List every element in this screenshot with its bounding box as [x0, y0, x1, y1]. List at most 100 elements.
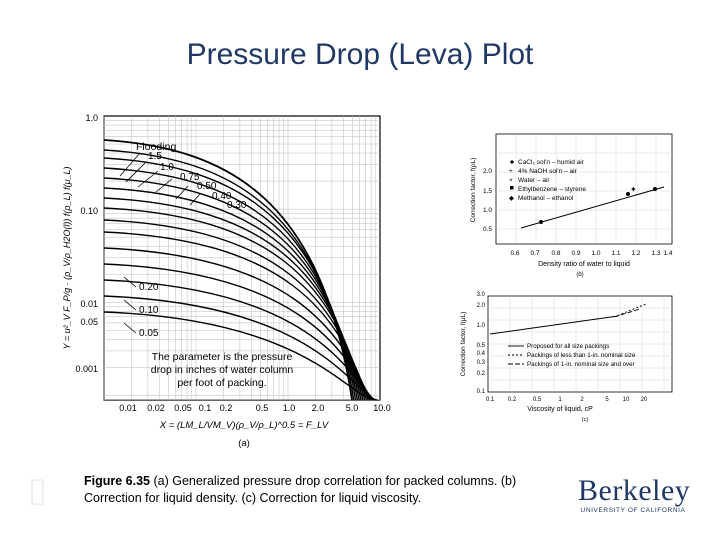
b-xtick-9: 1.4 [663, 250, 672, 257]
a-x-axis-label: X = (LM_L/VM_V)(ρ_V/ρ_L)^0.5 = F_LV [159, 420, 330, 431]
b-ytick-3: 1.0 [483, 207, 492, 214]
c-y-axis-label: Correction factor, f(μL) [460, 312, 467, 377]
a-curve-label-3: 0.75 [180, 172, 200, 183]
slide-title: Pressure Drop (Leva) Plot [186, 38, 534, 71]
a-note-line-2: drop in inches of water column [151, 364, 294, 376]
a-xtick-3: 0.05 [174, 403, 192, 413]
c-xtick-8: 20 [641, 397, 648, 403]
b-x-axis-label: Density ratio of water to liquid [538, 261, 630, 268]
c-panel-label: (c) [582, 417, 589, 423]
panel-b-frame [495, 133, 673, 245]
c-legend-3: Packings of 1-in. nominal size and over [527, 361, 635, 368]
c-xtick-6: 5 [605, 397, 609, 403]
a-note-line-3: per foot of packing. [177, 377, 266, 389]
a-curve-label-9: 0.05 [139, 328, 159, 339]
a-xtick-8: 2.0 [312, 403, 325, 413]
c-xtick-1: 0.1 [486, 397, 495, 403]
pressure-drop-curve [103, 311, 378, 401]
a-panel-label: (a) [238, 438, 250, 449]
panel-c: 3.0 2.0 1.0 0.5 0.4 0.3 0.2 0.1 0.1 0.2 … [460, 292, 673, 423]
c-ytick-3: 1.0 [477, 323, 486, 329]
c-legend-2: Packings of less than 1-in. nominal size [527, 352, 636, 359]
b-ytick-2: 1.5 [483, 188, 492, 195]
b-fit-line [520, 186, 665, 229]
a-flooding-label: Flooding [136, 141, 176, 153]
logo-subtitle: UNIVERSITY OF CALIFORNIA [580, 507, 686, 514]
b-xtick-2: 0.7 [530, 250, 539, 257]
b-data-point [539, 220, 543, 224]
b-legend-1: CaCl₂ sol'n – humid air [518, 159, 585, 166]
berkeley-logo: Berkeley UNIVERSITY OF CALIFORNIA [578, 474, 691, 515]
a-xtick-5: 0.2 [220, 403, 233, 413]
c-ytick-4: 0.5 [477, 343, 486, 349]
a-curve-label-6: 0.30 [227, 200, 247, 211]
figure-caption: Figure 6.35 (a) Generalized pressure dro… [84, 473, 564, 507]
b-legend-marker-4 [510, 186, 514, 190]
b-y-axis-label: Correction factor, f(ρL) [470, 158, 477, 223]
b-panel-label: (b) [576, 272, 583, 278]
figure-caption-text: (a) Generalized pressure drop correlatio… [84, 474, 517, 505]
b-legend-2: 4% NaOH sol'n – air [518, 168, 578, 175]
a-note-line-1: The parameter is the pressure [152, 351, 293, 363]
c-ytick-8: 0.1 [477, 389, 486, 395]
a-curve-label-4: 0.50 [197, 181, 217, 192]
b-ytick-4: 0.5 [483, 226, 492, 233]
c-large-packing-line [613, 308, 641, 318]
panel-a-curves [103, 139, 378, 401]
b-xtick-7: 1.2 [631, 250, 640, 257]
a-ytick-minor: 0.05 [80, 317, 98, 327]
b-xtick-6: 1.1 [611, 250, 620, 257]
b-data-point [626, 192, 630, 196]
a-xtick-2: 0.02 [147, 403, 165, 413]
c-xtick-5: 2 [580, 397, 584, 403]
a-ytick-4: 0.001 [75, 364, 98, 374]
panel-a-grid [103, 116, 380, 400]
a-curve-label-7: 0.20 [139, 282, 159, 293]
b-legend-marker-2: + [509, 168, 513, 175]
c-xtick-4: 1 [558, 397, 562, 403]
a-bottom-arrows [123, 276, 137, 334]
b-xtick-1: 0.6 [510, 250, 519, 257]
c-xtick-7: 10 [623, 397, 630, 403]
panel-c-grid [488, 296, 672, 392]
pressure-drop-curve [103, 231, 369, 401]
c-small-packing-line [613, 303, 647, 318]
b-xtick-8: 1.3 [651, 250, 660, 257]
panel-b: 2.0 1.5 1.0 0.5 0.6 0.7 0.8 0.9 1.0 1.1 … [470, 133, 673, 278]
b-legend-marker [510, 160, 514, 164]
a-xtick-4: 0.1 [199, 403, 212, 413]
c-proposed-line [489, 315, 619, 335]
b-legend-5: Methanol – ethanol [518, 195, 574, 202]
a-xtick-9: 5.0 [346, 403, 359, 413]
a-xtick-7: 1.0 [283, 403, 296, 413]
b-data-point-star: ✦ [630, 185, 637, 194]
c-xtick-2: 0.2 [508, 397, 517, 403]
pressure-drop-curve [103, 247, 371, 401]
pressure-drop-curve [103, 263, 373, 401]
panel-a: 1.0 0.10 0.01 0.001 0.05 0.01 0.02 0.05 … [62, 113, 391, 449]
a-curve-label-2: 1.0 [160, 162, 174, 173]
b-legend-4: Ethylbenzene – styrene [518, 186, 586, 193]
watermark-glyph: ▯ [28, 472, 47, 509]
pressure-drop-curve [103, 295, 376, 401]
a-xtick-6: 0.5 [256, 403, 269, 413]
b-xtick-4: 0.9 [571, 250, 580, 257]
c-legend-1: Proposed for all size packings [527, 343, 609, 350]
b-legend-3: Water – air [518, 177, 550, 184]
b-xtick-3: 0.8 [551, 250, 560, 257]
a-curve-label-8: 0.10 [139, 305, 159, 316]
a-y-axis-label: Y = u²_V F_P/g · (ρ_V/ρ_H2O(l)) f(ρ_L) f… [62, 166, 72, 349]
b-legend-marker-3: × [509, 177, 513, 184]
c-ytick-1: 3.0 [477, 292, 486, 298]
a-flooding-arrows [119, 152, 201, 206]
b-xtick-5: 1.0 [591, 250, 600, 257]
a-ytick-3: 0.01 [80, 299, 98, 309]
c-x-axis-label: Viscosity of liquid, cP [527, 406, 593, 413]
b-ytick-1: 2.0 [483, 168, 492, 175]
a-curve-label-5: 0.40 [212, 191, 232, 202]
logo-wordmark: Berkeley [578, 474, 691, 507]
c-ytick-2: 2.0 [477, 303, 486, 309]
b-data-point [653, 187, 657, 191]
a-ytick-2: 0.10 [80, 206, 98, 216]
